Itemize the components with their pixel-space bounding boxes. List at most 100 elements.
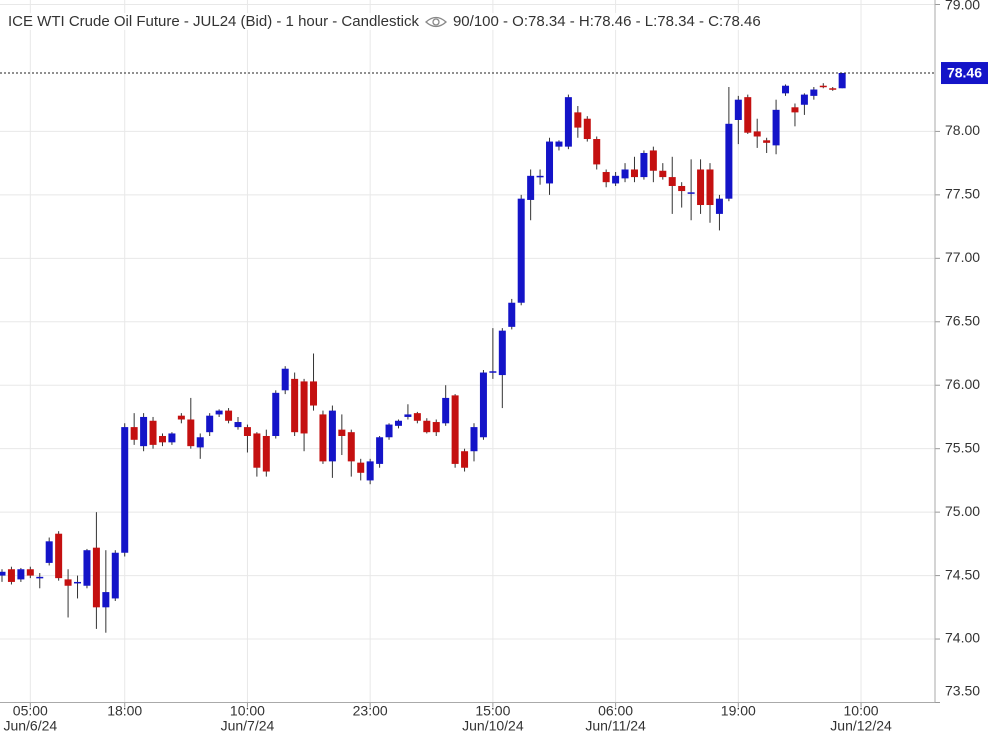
candle-body: [744, 97, 752, 133]
y-tick-label: 79.00: [945, 0, 980, 13]
candle-body: [630, 169, 638, 178]
candle-body: [92, 547, 100, 608]
candle-body: [593, 139, 601, 165]
candle-body: [45, 541, 53, 563]
candle-body: [838, 73, 846, 89]
candle-body: [791, 107, 799, 113]
candle-body: [376, 437, 384, 464]
candle-body: [253, 433, 261, 468]
candle-body: [659, 170, 667, 178]
candle-body: [819, 85, 827, 88]
candle-body: [800, 94, 808, 105]
candle-body: [489, 371, 497, 373]
candle-body: [508, 302, 516, 327]
candle-body: [649, 150, 657, 171]
candle-body: [470, 427, 478, 452]
candle-body: [546, 141, 554, 184]
candle-body: [338, 429, 346, 436]
candle-body: [196, 437, 204, 448]
candle-body: [829, 88, 837, 90]
x-tick-label: 10:00: [844, 703, 879, 719]
candle-body: [432, 422, 440, 433]
candle-body: [725, 123, 733, 199]
candle-body: [810, 89, 818, 96]
candle-body: [394, 420, 402, 426]
y-tick-label: 75.50: [945, 439, 980, 455]
candle-body: [678, 185, 686, 192]
x-tick-date: Jun/6/24: [3, 718, 57, 734]
candle-body: [225, 410, 233, 421]
candle-body: [442, 397, 450, 424]
candle-body: [715, 198, 723, 214]
y-tick-label: 75.00: [945, 503, 980, 519]
candle-body: [763, 140, 771, 143]
candle-body: [621, 169, 629, 179]
candle-body: [215, 410, 223, 415]
last-price-label: 78.46: [947, 65, 982, 81]
candle-body: [262, 435, 270, 472]
candle-body: [687, 192, 695, 194]
candle-body: [640, 152, 648, 178]
y-tick-label: 78.00: [945, 122, 980, 138]
candle-body: [612, 175, 620, 184]
candle-body: [753, 131, 761, 137]
candle-body: [168, 433, 176, 443]
y-tick-label: 73.50: [945, 683, 980, 699]
ohlc-info: 90/100 - O:78.34 - H:78.46 - L:78.34 - C…: [452, 13, 761, 30]
candle-body: [461, 451, 469, 468]
x-tick-label: 05:00: [13, 703, 48, 719]
candle-body: [328, 410, 336, 462]
x-tick-date: Jun/10/24: [462, 718, 524, 734]
candle-body: [149, 420, 157, 445]
candle-body: [177, 415, 185, 420]
candle-body: [479, 372, 487, 438]
candle-body: [564, 97, 572, 147]
candle-body: [243, 427, 251, 436]
candle-body: [697, 169, 705, 206]
y-tick-label: 74.50: [945, 566, 980, 582]
candle-body: [121, 427, 129, 553]
x-tick-date: Jun/12/24: [830, 718, 892, 734]
candle-body: [583, 118, 591, 140]
candle-body: [574, 112, 582, 128]
candle-body: [498, 330, 506, 376]
y-tick-label: 74.00: [945, 630, 980, 646]
candle-body: [206, 415, 214, 433]
candle-body: [782, 85, 790, 94]
candle-body: [111, 552, 119, 599]
candle-body: [300, 381, 308, 434]
candle-body: [83, 550, 91, 586]
candle-body: [158, 435, 166, 443]
candle-body: [772, 109, 780, 146]
x-tick-date: Jun/11/24: [585, 718, 646, 734]
y-tick-label: 77.50: [945, 186, 980, 202]
candle-body: [74, 581, 82, 584]
candle-body: [64, 579, 72, 586]
candle-body: [17, 569, 25, 580]
candle-body: [36, 576, 44, 579]
candle-body: [668, 177, 676, 186]
x-tick-date: Jun/7/24: [221, 718, 275, 734]
candle-body: [102, 592, 110, 608]
y-tick-label: 77.00: [945, 249, 980, 265]
candle-body: [7, 569, 15, 582]
x-tick-label: 19:00: [721, 703, 756, 719]
candle-body: [26, 569, 34, 576]
candle-body: [130, 427, 138, 440]
candle-body: [517, 198, 525, 303]
visibility-icon[interactable]: [424, 15, 447, 29]
chart-title: ICE WTI Crude Oil Future - JUL24 (Bid) -…: [8, 13, 419, 30]
candle-body: [555, 141, 563, 147]
candle-body: [319, 414, 327, 462]
candle-body: [281, 368, 289, 391]
x-tick-label: 23:00: [353, 703, 388, 719]
last-price-box: [941, 62, 988, 85]
candle-body: [451, 395, 459, 464]
chart-header: ICE WTI Crude Oil Future - JUL24 (Bid) -…: [8, 13, 761, 30]
x-tick-label: 10:00: [230, 703, 265, 719]
candle-body: [187, 419, 195, 447]
candle-body: [310, 381, 318, 406]
candle-body: [413, 413, 421, 421]
